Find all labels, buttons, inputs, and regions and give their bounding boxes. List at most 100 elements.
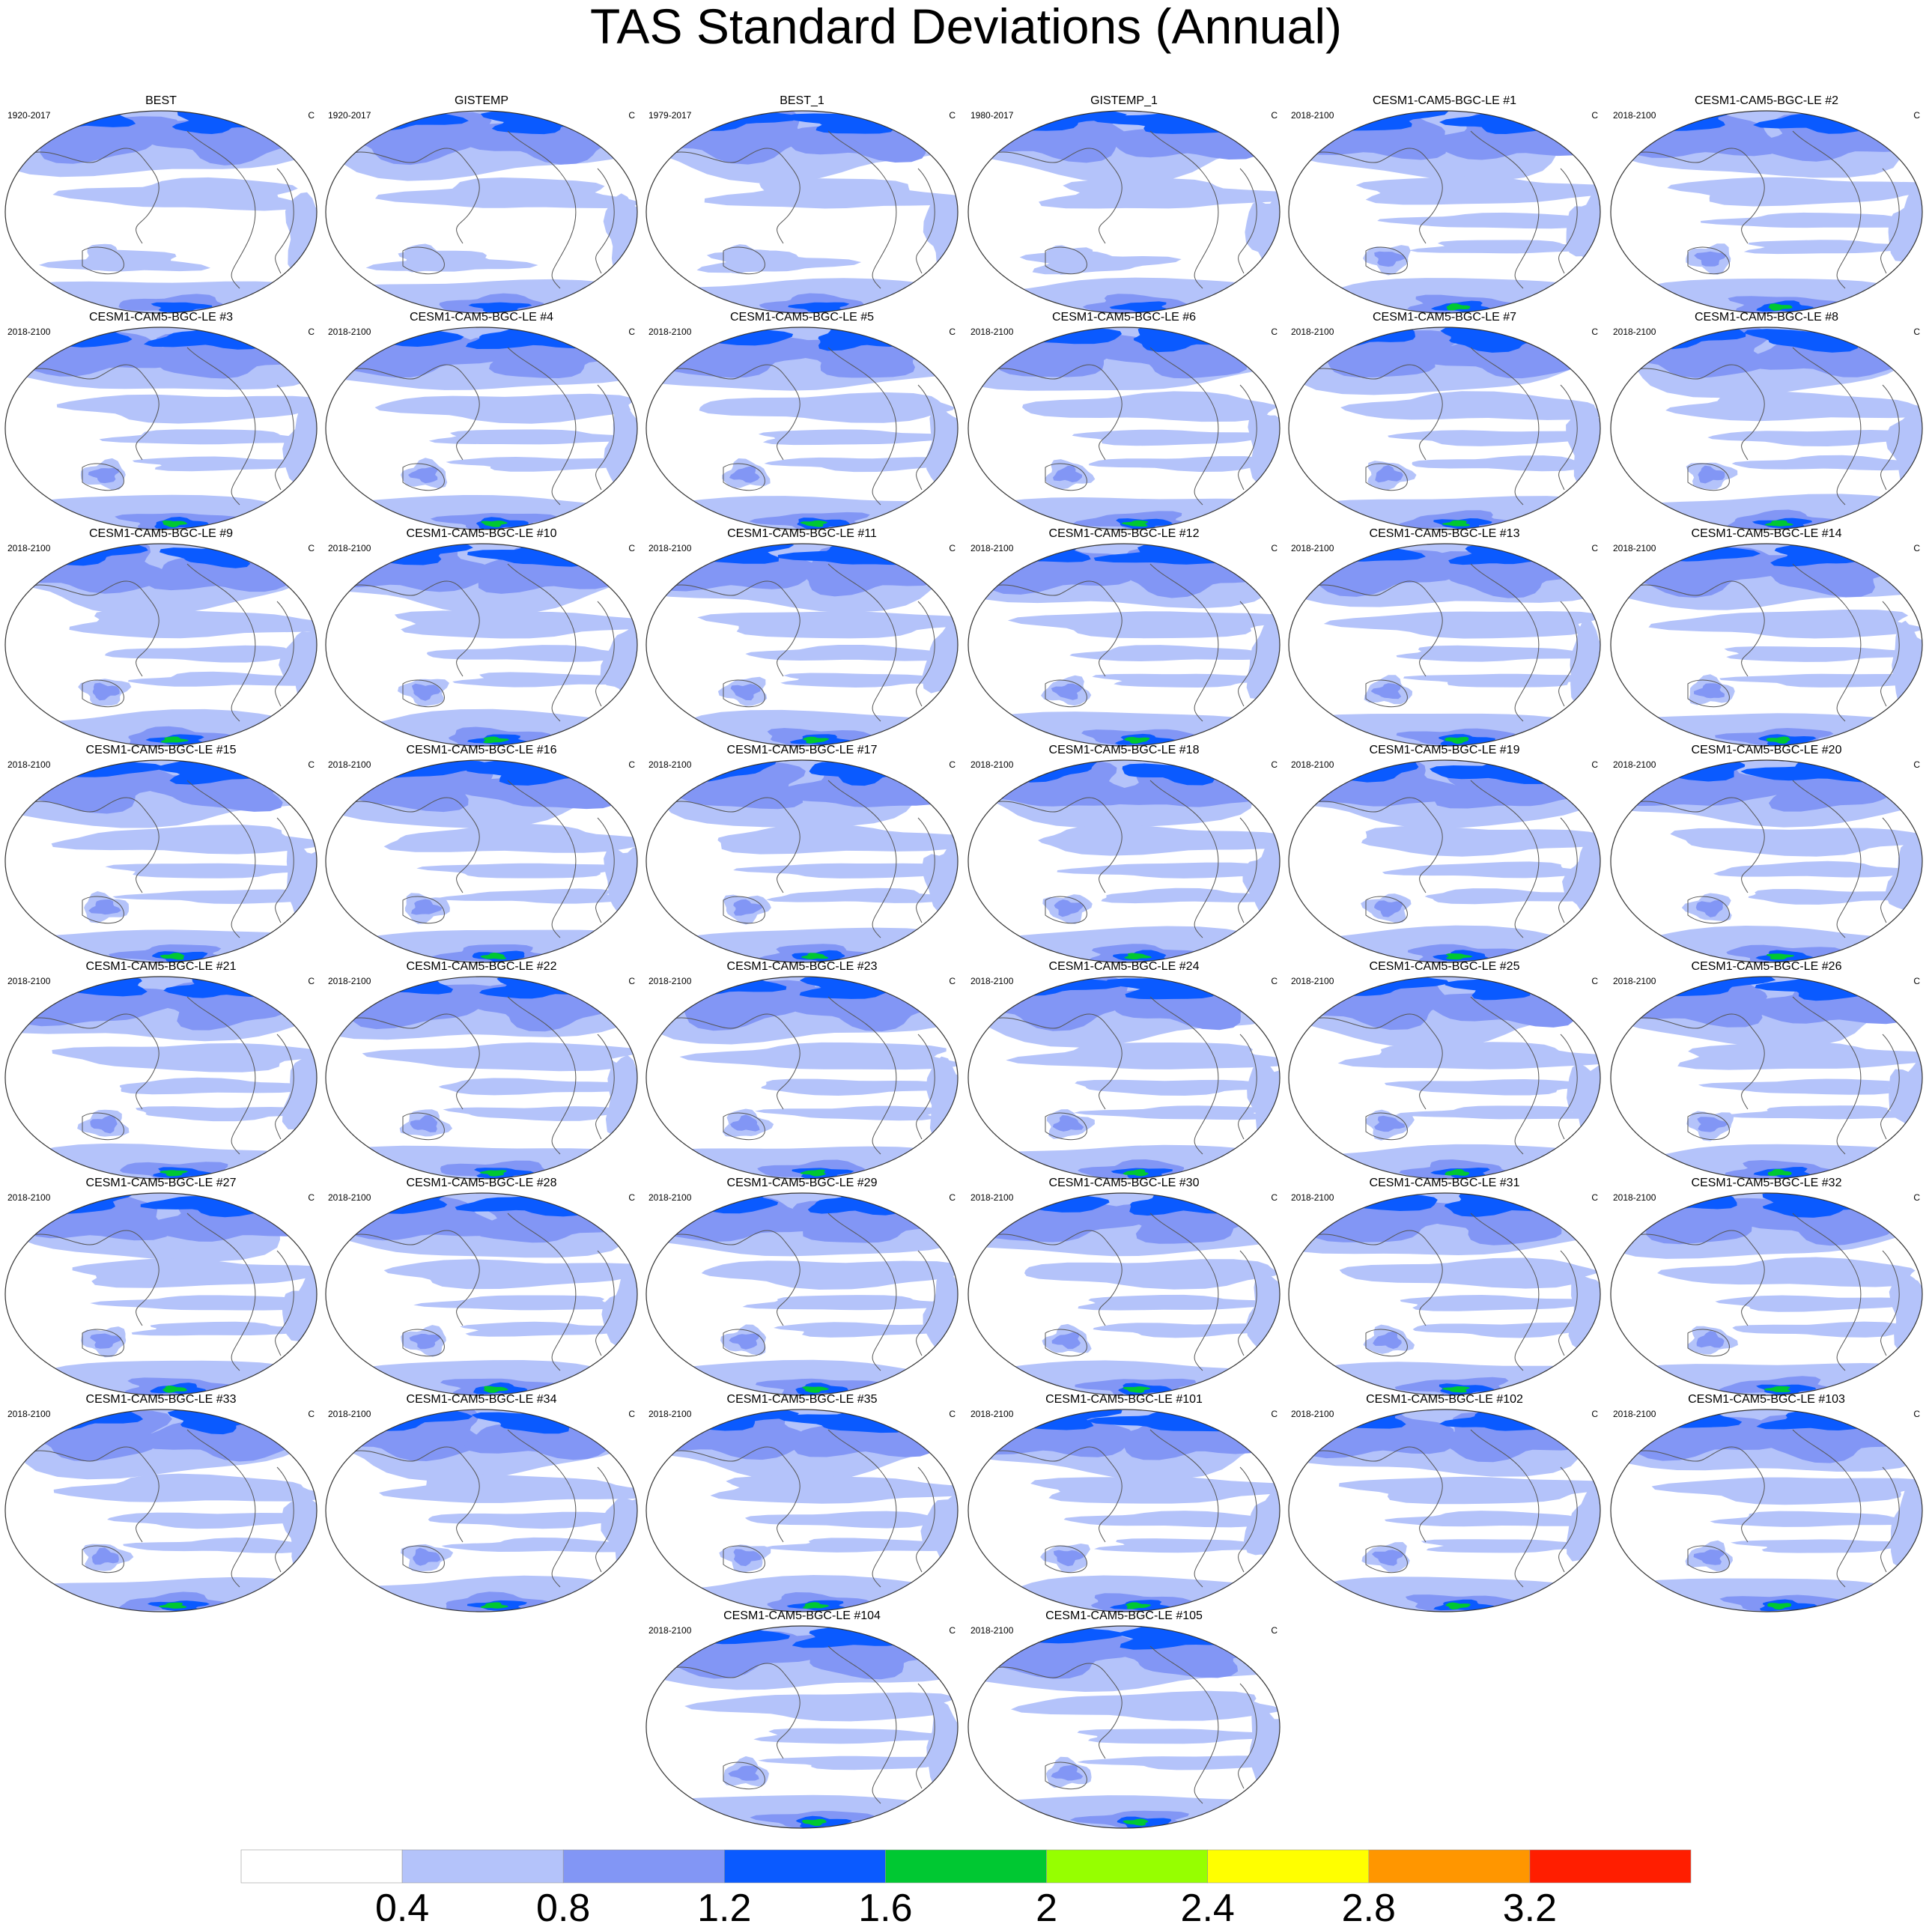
global-contour-map: [1288, 1409, 1601, 1612]
global-contour-map: [1610, 1409, 1923, 1612]
map-contour-fills: [5, 977, 317, 1179]
panel-unit: C: [949, 110, 956, 121]
map-boundary: [1610, 1409, 1923, 1612]
panel-period: 2018-2100: [1613, 1409, 1656, 1419]
map-panel: CESM1-CAM5-BGC-LE #4 2018-2100 C: [321, 310, 643, 530]
global-contour-map: [1610, 543, 1923, 747]
map-contour-fills: [326, 977, 637, 1179]
map-contour-fills: [1611, 544, 1922, 746]
panel-unit: C: [628, 976, 635, 986]
panel-unit: C: [308, 543, 315, 553]
map-panel: CESM1-CAM5-BGC-LE #28 2018-2100 C: [321, 1176, 643, 1396]
map-contour-fills: [968, 1193, 1280, 1395]
map-boundary: [1610, 543, 1923, 747]
map-contour-fills: [326, 327, 637, 529]
panel-unit: C: [1591, 543, 1598, 553]
global-contour-map: [1288, 976, 1601, 1180]
map-contour-fills: [1289, 977, 1600, 1179]
chart-title: TAS Standard Deviations (Annual): [590, 0, 1342, 54]
panel-period: 2018-2100: [328, 976, 371, 986]
map-contour-fills: [5, 760, 317, 962]
panel-title: CESM1-CAM5-BGC-LE #15: [85, 744, 237, 756]
panel-unit: C: [1591, 327, 1598, 337]
panel-unit: C: [1591, 110, 1598, 121]
map-panel: GISTEMP_1 1980-2017 C: [963, 94, 1285, 314]
map-panel: CESM1-CAM5-BGC-LE #2 2018-2100 C: [1606, 94, 1928, 314]
panel-unit: C: [1913, 110, 1920, 121]
global-contour-map: [967, 327, 1281, 530]
map-panel: CESM1-CAM5-BGC-LE #6 2018-2100 C: [963, 310, 1285, 530]
colorbar-swatch: [723, 1849, 886, 1884]
map-boundary: [4, 976, 318, 1180]
panel-unit: C: [308, 1409, 315, 1419]
panel-title: CESM1-CAM5-BGC-LE #1: [1372, 94, 1517, 107]
panel-period: 2018-2100: [328, 327, 371, 337]
map-boundary: [1288, 976, 1601, 1180]
map-contour-fills: [1611, 1409, 1922, 1612]
map-contour-fills: [326, 1193, 637, 1395]
colorbar-tick-label: 1.6: [858, 1887, 912, 1930]
map-contour-fills: [646, 544, 958, 746]
map-contour-fills: [646, 1193, 958, 1395]
map-panel: CESM1-CAM5-BGC-LE #26 2018-2100 C: [1606, 959, 1928, 1180]
colorbar-tick-label: 3.2: [1503, 1887, 1557, 1930]
global-contour-map: [325, 976, 638, 1180]
panel-title: CESM1-CAM5-BGC-LE #6: [1051, 311, 1197, 324]
map-contour-fills: [968, 1626, 1280, 1828]
global-contour-map: [967, 110, 1281, 314]
panel-title: CESM1-CAM5-BGC-LE #105: [1045, 1609, 1203, 1622]
panel-title: CESM1-CAM5-BGC-LE #35: [726, 1393, 878, 1406]
map-contour-fills: [646, 327, 958, 529]
map-boundary: [1610, 110, 1923, 314]
panel-period: 2018-2100: [7, 543, 51, 553]
panel-period: 2018-2100: [1291, 759, 1334, 770]
map-contour-fills: [5, 327, 317, 529]
colorbar-swatch: [1207, 1849, 1370, 1884]
panel-unit: C: [1591, 759, 1598, 770]
panel-unit: C: [628, 1409, 635, 1419]
map-contour-fills: [5, 544, 317, 746]
map-panel: CESM1-CAM5-BGC-LE #20 2018-2100 C: [1606, 743, 1928, 963]
panel-period: 1920-2017: [7, 110, 51, 121]
panel-unit: C: [949, 1409, 956, 1419]
panel-period: 2018-2100: [7, 1409, 51, 1419]
colorbar-tick-label: 2.4: [1181, 1887, 1235, 1930]
panel-title: BEST_1: [780, 94, 824, 107]
colorbar-swatch: [1368, 1849, 1531, 1884]
global-contour-map: [967, 1192, 1281, 1396]
global-contour-map: [967, 976, 1281, 1180]
map-boundary: [645, 327, 959, 530]
panel-title: CESM1-CAM5-BGC-LE #12: [1048, 527, 1200, 540]
global-contour-map: [967, 1625, 1281, 1829]
map-panel: CESM1-CAM5-BGC-LE #103 2018-2100 C: [1606, 1392, 1928, 1612]
panel-period: 2018-2100: [970, 1192, 1014, 1203]
map-panel: CESM1-CAM5-BGC-LE #29 2018-2100 C: [641, 1176, 963, 1396]
map-boundary: [967, 110, 1281, 314]
colorbar-tick-label: 1.2: [697, 1887, 751, 1930]
map-contour-fills: [968, 544, 1280, 746]
panel-title: CESM1-CAM5-BGC-LE #23: [726, 960, 878, 973]
global-contour-map: [325, 759, 638, 963]
panel-title: CESM1-CAM5-BGC-LE #34: [406, 1393, 557, 1406]
map-panel: BEST_1 1979-2017 C: [641, 94, 963, 314]
panel-title: CESM1-CAM5-BGC-LE #103: [1688, 1393, 1845, 1406]
colorbar-swatch: [885, 1849, 1047, 1884]
panel-unit: C: [308, 976, 315, 986]
global-contour-map: [1288, 759, 1601, 963]
map-panel: CESM1-CAM5-BGC-LE #19 2018-2100 C: [1284, 743, 1606, 963]
colorbar-tick-label: 0.8: [536, 1887, 590, 1930]
panel-unit: C: [628, 327, 635, 337]
panel-unit: C: [1271, 543, 1278, 553]
panel-period: 2018-2100: [970, 1625, 1014, 1636]
global-contour-map: [4, 543, 318, 747]
panel-title: CESM1-CAM5-BGC-LE #18: [1048, 744, 1200, 756]
map-panel-grid: BEST 1920-2017 C GISTEMP 1920-2017 C BEST_1 197…: [4, 94, 1928, 1829]
panel-period: 2018-2100: [970, 543, 1014, 553]
panel-unit: C: [949, 543, 956, 553]
global-contour-map: [4, 759, 318, 963]
panel-title: CESM1-CAM5-BGC-LE #30: [1048, 1177, 1200, 1189]
map-panel: CESM1-CAM5-BGC-LE #8 2018-2100 C: [1606, 310, 1928, 530]
panel-title: CESM1-CAM5-BGC-LE #24: [1048, 960, 1200, 973]
panel-period: 2018-2100: [1291, 110, 1334, 121]
panel-title: CESM1-CAM5-BGC-LE #17: [726, 744, 878, 756]
